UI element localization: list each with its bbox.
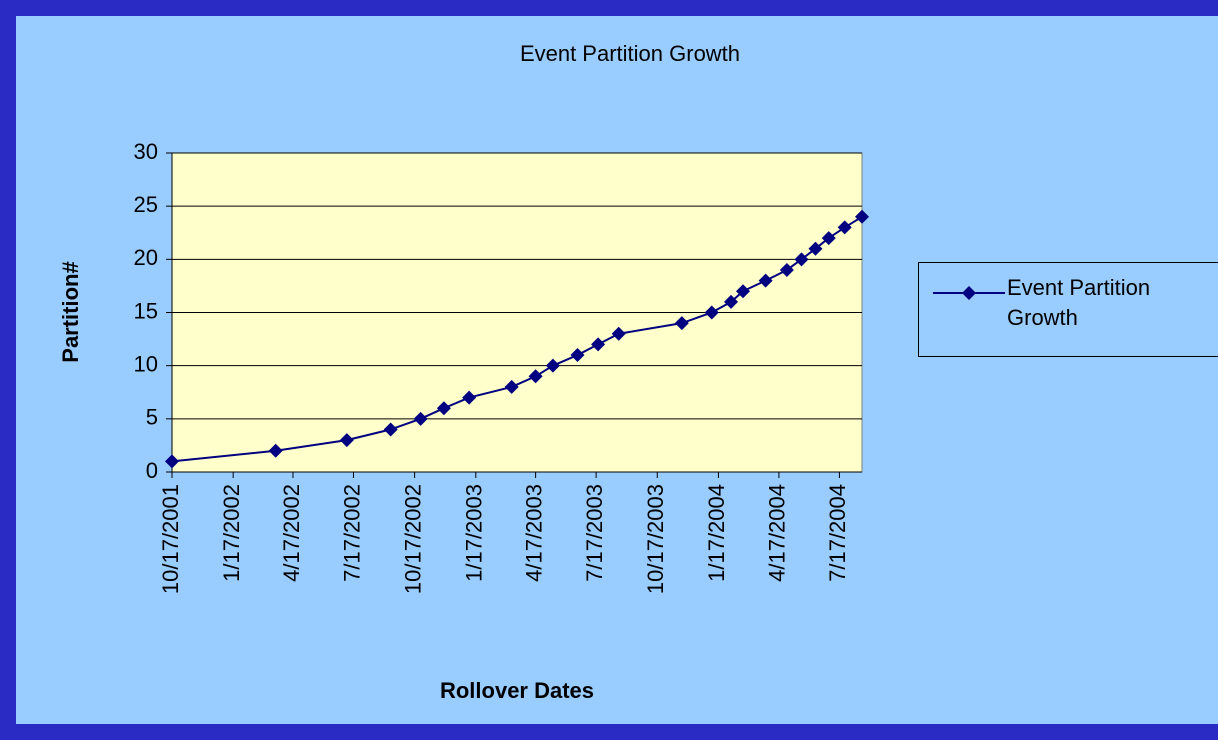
x-tick-label: 1/17/2003: [462, 484, 487, 582]
marker: [758, 273, 773, 288]
marker: [413, 411, 428, 426]
marker: [724, 294, 739, 309]
y-tick-label: 25: [134, 192, 158, 217]
x-axis-title: Rollover Dates: [440, 678, 594, 703]
marker: [268, 443, 283, 458]
marker: [339, 433, 354, 448]
y-tick-label: 0: [146, 458, 158, 483]
x-tick-label: 4/17/2003: [521, 484, 546, 582]
marker: [528, 369, 543, 384]
y-tick-label: 30: [134, 139, 158, 164]
legend-key: [933, 286, 1005, 300]
y-tick-label: 5: [146, 405, 158, 430]
legend-label: Event Partition Growth: [1007, 275, 1151, 330]
marker: [545, 358, 560, 373]
legend-marker: [962, 286, 976, 300]
x-tick-label: 4/17/2004: [765, 484, 790, 582]
x-tick-label: 4/17/2002: [279, 484, 304, 582]
marker: [837, 220, 852, 235]
marker: [855, 209, 869, 224]
chart-title: Event Partition Growth: [520, 41, 740, 66]
marker: [704, 305, 719, 320]
marker: [779, 262, 794, 277]
legend: Event Partition Growth: [918, 262, 1218, 357]
marker: [591, 337, 606, 352]
x-tick-label: 10/17/2002: [400, 484, 425, 594]
x-tick-label: 1/17/2004: [704, 484, 729, 582]
marker: [504, 379, 519, 394]
marker: [611, 326, 626, 341]
x-tick-label: 7/17/2004: [825, 484, 850, 582]
y-axis-title: Partition#: [58, 261, 83, 362]
x-tick-label: 10/17/2003: [643, 484, 668, 594]
marker: [462, 390, 477, 405]
marker: [821, 231, 836, 246]
y-tick-label: 15: [134, 298, 158, 323]
y-tick-label: 20: [134, 245, 158, 270]
marker: [570, 348, 585, 363]
x-tick-label: 7/17/2002: [339, 484, 364, 582]
marker: [794, 252, 809, 267]
marker: [436, 401, 451, 416]
marker: [736, 284, 751, 299]
marker: [165, 454, 179, 469]
marker: [808, 241, 823, 256]
x-tick-label: 10/17/2001: [158, 484, 183, 594]
x-tick-label: 7/17/2003: [582, 484, 607, 582]
y-tick-label: 10: [134, 351, 158, 376]
x-tick-label: 1/17/2002: [219, 484, 244, 582]
marker: [674, 316, 689, 331]
marker: [383, 422, 398, 437]
